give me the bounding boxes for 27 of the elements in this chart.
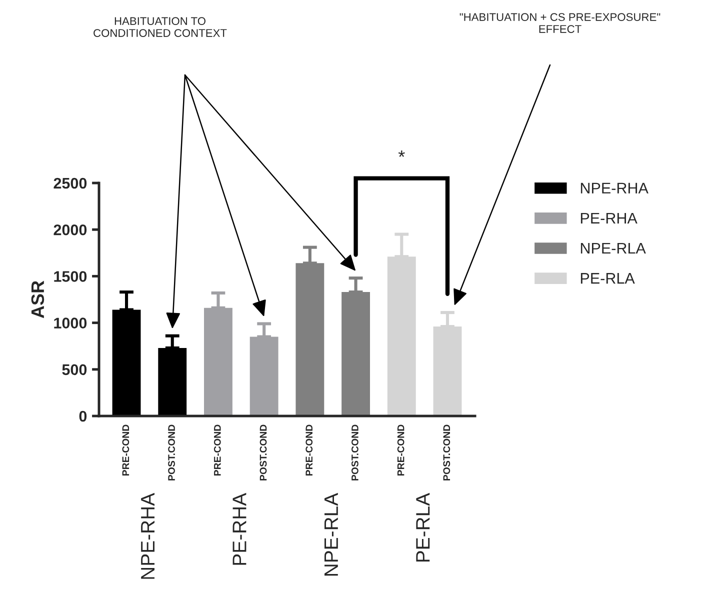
text: HABITUATION TO CONDITIONED CONTEXT	[94, 17, 227, 37]
text: *	[398, 150, 405, 157]
legend-label: NPE-RLA	[580, 243, 646, 254]
legend-label: NPE-RHA	[580, 182, 648, 194]
y-tick-label: 1500	[54, 271, 87, 282]
y-tick-label: 500	[62, 364, 87, 376]
y-axis-title: ASR	[31, 280, 44, 318]
x-tick-label: PRE-COND	[214, 424, 221, 476]
y-tick-label: 2000	[54, 224, 87, 236]
y-tick-label: 2500	[54, 178, 87, 189]
x-tick-label: PRE-COND	[122, 424, 130, 476]
x-tick-label: PRE-COND	[397, 424, 404, 476]
text: NPE-RHA	[141, 492, 154, 579]
x-tick-label: POST.COND	[260, 424, 267, 480]
text: "HABITUATION + CS PRE-EXPOSURE" EFFECT	[460, 13, 660, 33]
text: PE-RHA	[232, 492, 246, 565]
x-tick-label: PRE-COND	[306, 424, 313, 476]
text: PE-RLA	[416, 492, 430, 562]
text: NPE-RLA	[324, 492, 338, 576]
y-tick-label: 0	[79, 410, 87, 422]
x-tick-label: POST.COND	[443, 424, 450, 480]
x-tick-label: POST.COND	[352, 424, 358, 480]
legend-label: PE-RLA	[580, 273, 635, 284]
y-tick-label: 1000	[54, 318, 87, 328]
legend-label: PE-RHA	[580, 212, 638, 224]
x-tick-label: POST.COND	[168, 424, 175, 480]
bar	[112, 310, 141, 416]
